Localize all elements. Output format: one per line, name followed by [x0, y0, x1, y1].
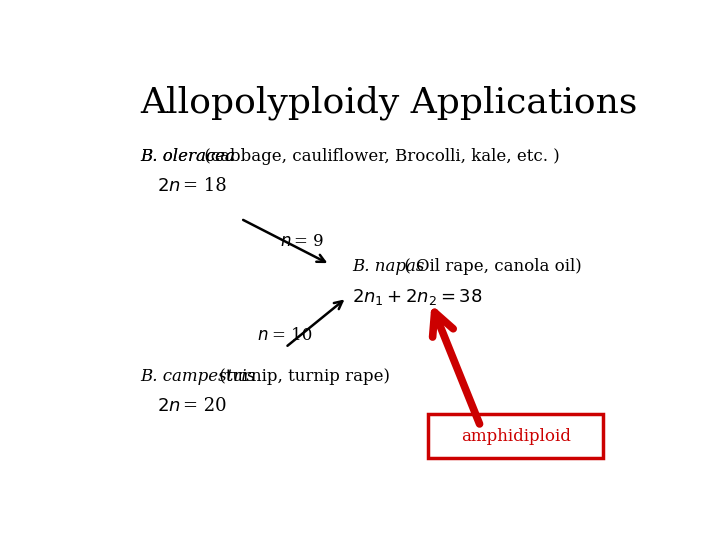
FancyBboxPatch shape	[428, 414, 603, 458]
Text: (turnip, turnip rape): (turnip, turnip rape)	[214, 368, 390, 386]
Text: = 20: = 20	[183, 397, 227, 415]
Text: = 9: = 9	[294, 233, 324, 250]
Text: = 10: = 10	[272, 327, 312, 344]
Text: B. oleracea: B. oleracea	[140, 148, 235, 165]
Text: Allopolyploidy Applications: Allopolyploidy Applications	[140, 85, 638, 120]
Text: ( Oil rape, canola oil): ( Oil rape, canola oil)	[399, 258, 581, 275]
Text: = 18: = 18	[183, 177, 227, 195]
Text: $2n_1 + 2n_2 = 38$: $2n_1 + 2n_2 = 38$	[352, 287, 483, 307]
Text: B. napas: B. napas	[352, 258, 425, 275]
Text: B. oleracea (cabbage, cauliflower, Brocolli, kale, etc. ): B. oleracea (cabbage, cauliflower, Broco…	[140, 148, 596, 165]
Text: $2n$: $2n$	[157, 397, 181, 415]
Text: $2n$: $2n$	[157, 177, 181, 195]
Text: $n$: $n$	[258, 327, 269, 344]
Text: amphidiploid: amphidiploid	[461, 428, 571, 444]
Text: B. oleracea: B. oleracea	[140, 148, 235, 165]
Text: $n$: $n$	[280, 233, 291, 250]
Text: (cabbage, cauliflower, Brocolli, kale, etc. ): (cabbage, cauliflower, Brocolli, kale, e…	[199, 148, 559, 165]
Text: B. campestris: B. campestris	[140, 368, 256, 386]
